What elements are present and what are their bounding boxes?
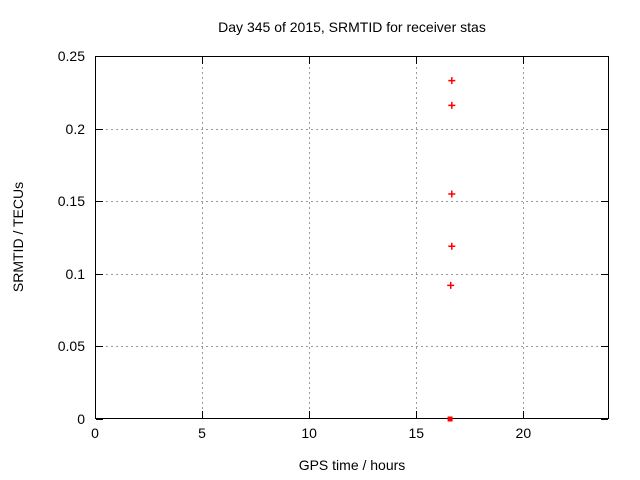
y-tick-label: 0.15	[57, 193, 85, 210]
plot-area	[95, 56, 609, 422]
x-tick-label: 20	[515, 425, 532, 441]
data-point-plus	[448, 242, 456, 250]
y-axis-title: SRMTID / TECUs	[10, 181, 26, 293]
x-axis-title: GPS time / hours	[298, 457, 406, 473]
data-point-cluster-square	[447, 416, 453, 422]
y-tick-label: 0	[77, 411, 85, 427]
data-point-plus	[448, 77, 456, 85]
data-point-plus	[448, 190, 456, 198]
x-tick-label: 0	[91, 425, 99, 441]
x-tick-label: 10	[301, 425, 317, 441]
data-point-plus	[448, 101, 456, 109]
y-tick-label: 0.1	[65, 265, 85, 282]
y-tick-label: 0.2	[65, 120, 85, 137]
y-tick-label: 0.25	[57, 48, 85, 64]
plot-border	[95, 56, 609, 419]
data-point-plus	[447, 281, 455, 289]
x-tick-label: 5	[198, 425, 206, 441]
plot-canvas	[95, 56, 609, 422]
x-tick-label: 15	[408, 425, 425, 441]
chart-title: Day 345 of 2015, SRMTID for receiver sta…	[218, 19, 486, 35]
y-tick-label: 0.05	[57, 338, 85, 355]
